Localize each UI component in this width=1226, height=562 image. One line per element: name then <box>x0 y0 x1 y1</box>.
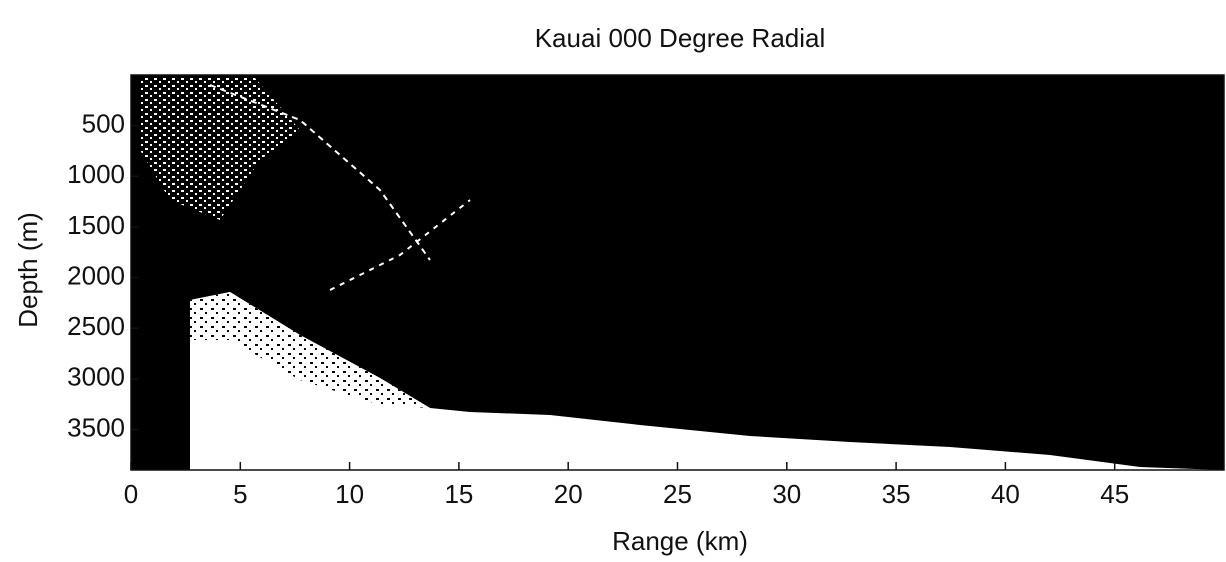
x-tick-label: 15 <box>444 479 473 509</box>
section-image <box>130 74 1225 471</box>
speckle-region <box>140 78 300 220</box>
y-tick-label: 1000 <box>67 159 125 189</box>
x-tick-label: 30 <box>772 479 801 509</box>
y-tick-label: 3000 <box>67 362 125 392</box>
x-tick-label: 35 <box>882 479 911 509</box>
x-tick-label: 10 <box>335 479 364 509</box>
y-axis-label: Depth (m) <box>13 212 43 328</box>
y-tick-label: 500 <box>82 109 125 139</box>
seafloor <box>190 292 1224 470</box>
x-tick-label: 40 <box>991 479 1020 509</box>
y-tick-label: 2500 <box>67 311 125 341</box>
x-tick-label: 45 <box>1100 479 1129 509</box>
y-tick-label: 2000 <box>67 260 125 290</box>
x-axis-label: Range (km) <box>612 526 748 556</box>
reflection <box>209 84 431 261</box>
y-tick-label: 3500 <box>67 412 125 442</box>
reflection <box>329 199 471 291</box>
x-tick-label: 5 <box>233 479 247 509</box>
x-tick-label: 20 <box>554 479 583 509</box>
seafloor-scatter <box>190 292 430 408</box>
x-tick-label: 0 <box>124 479 138 509</box>
chart-title: Kauai 000 Degree Radial <box>535 23 826 53</box>
x-tick-label: 25 <box>663 479 692 509</box>
y-tick-label: 1500 <box>67 210 125 240</box>
